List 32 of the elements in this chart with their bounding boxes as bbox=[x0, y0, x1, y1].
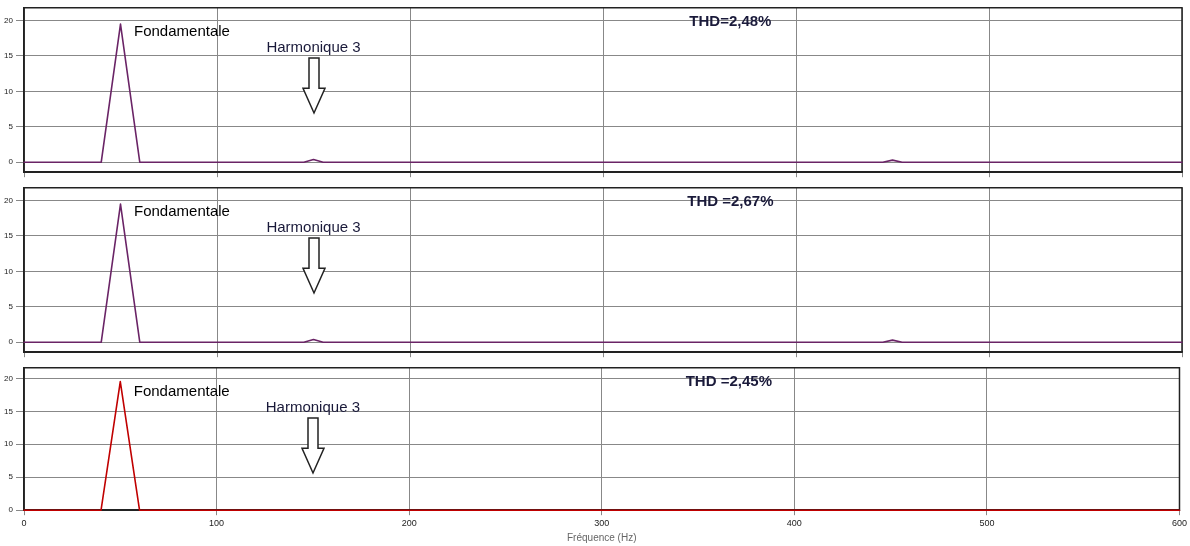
y-tick-label: 5 bbox=[8, 122, 14, 132]
y-tick-label: 5 bbox=[8, 302, 14, 312]
annotation: Fondamentale bbox=[134, 201, 230, 219]
annotation: Harmonique 3 bbox=[265, 397, 360, 415]
y-tick-label: 10 bbox=[4, 439, 14, 449]
annotation: THD =2,45% bbox=[685, 371, 772, 389]
x-tick-label: 500 bbox=[979, 518, 995, 529]
x-tick-label: 100 bbox=[209, 518, 225, 529]
y-tick-label: 10 bbox=[4, 86, 14, 96]
x-axis-title: Fréquence (Hz) bbox=[567, 531, 637, 543]
x-tick-label: 300 bbox=[594, 518, 610, 529]
annotation: THD =2,67% bbox=[687, 191, 774, 209]
annotation: Harmonique 3 bbox=[266, 217, 361, 235]
annotation: Fondamentale bbox=[133, 381, 230, 399]
annotation: Fondamentale bbox=[134, 21, 230, 39]
y-tick-label: 0 bbox=[8, 505, 14, 515]
annotation: THD=2,48% bbox=[689, 11, 772, 29]
y-tick-label: 20 bbox=[4, 15, 14, 25]
y-tick-label: 10 bbox=[4, 266, 14, 276]
x-tick-label: 400 bbox=[786, 518, 802, 529]
y-tick-label: 0 bbox=[8, 337, 14, 347]
y-tick-label: 15 bbox=[4, 231, 14, 241]
x-tick-label: 200 bbox=[401, 518, 417, 529]
y-tick-label: 0 bbox=[8, 157, 14, 167]
y-tick-label: 5 bbox=[8, 472, 14, 482]
y-tick-label: 15 bbox=[4, 51, 14, 61]
x-tick-label: 600 bbox=[1171, 518, 1188, 529]
y-tick-label: 15 bbox=[4, 406, 14, 416]
y-tick-label: 20 bbox=[4, 373, 14, 383]
x-tick-label: 0 bbox=[21, 518, 27, 529]
y-tick-label: 20 bbox=[4, 195, 14, 205]
annotation: Harmonique 3 bbox=[266, 37, 361, 55]
